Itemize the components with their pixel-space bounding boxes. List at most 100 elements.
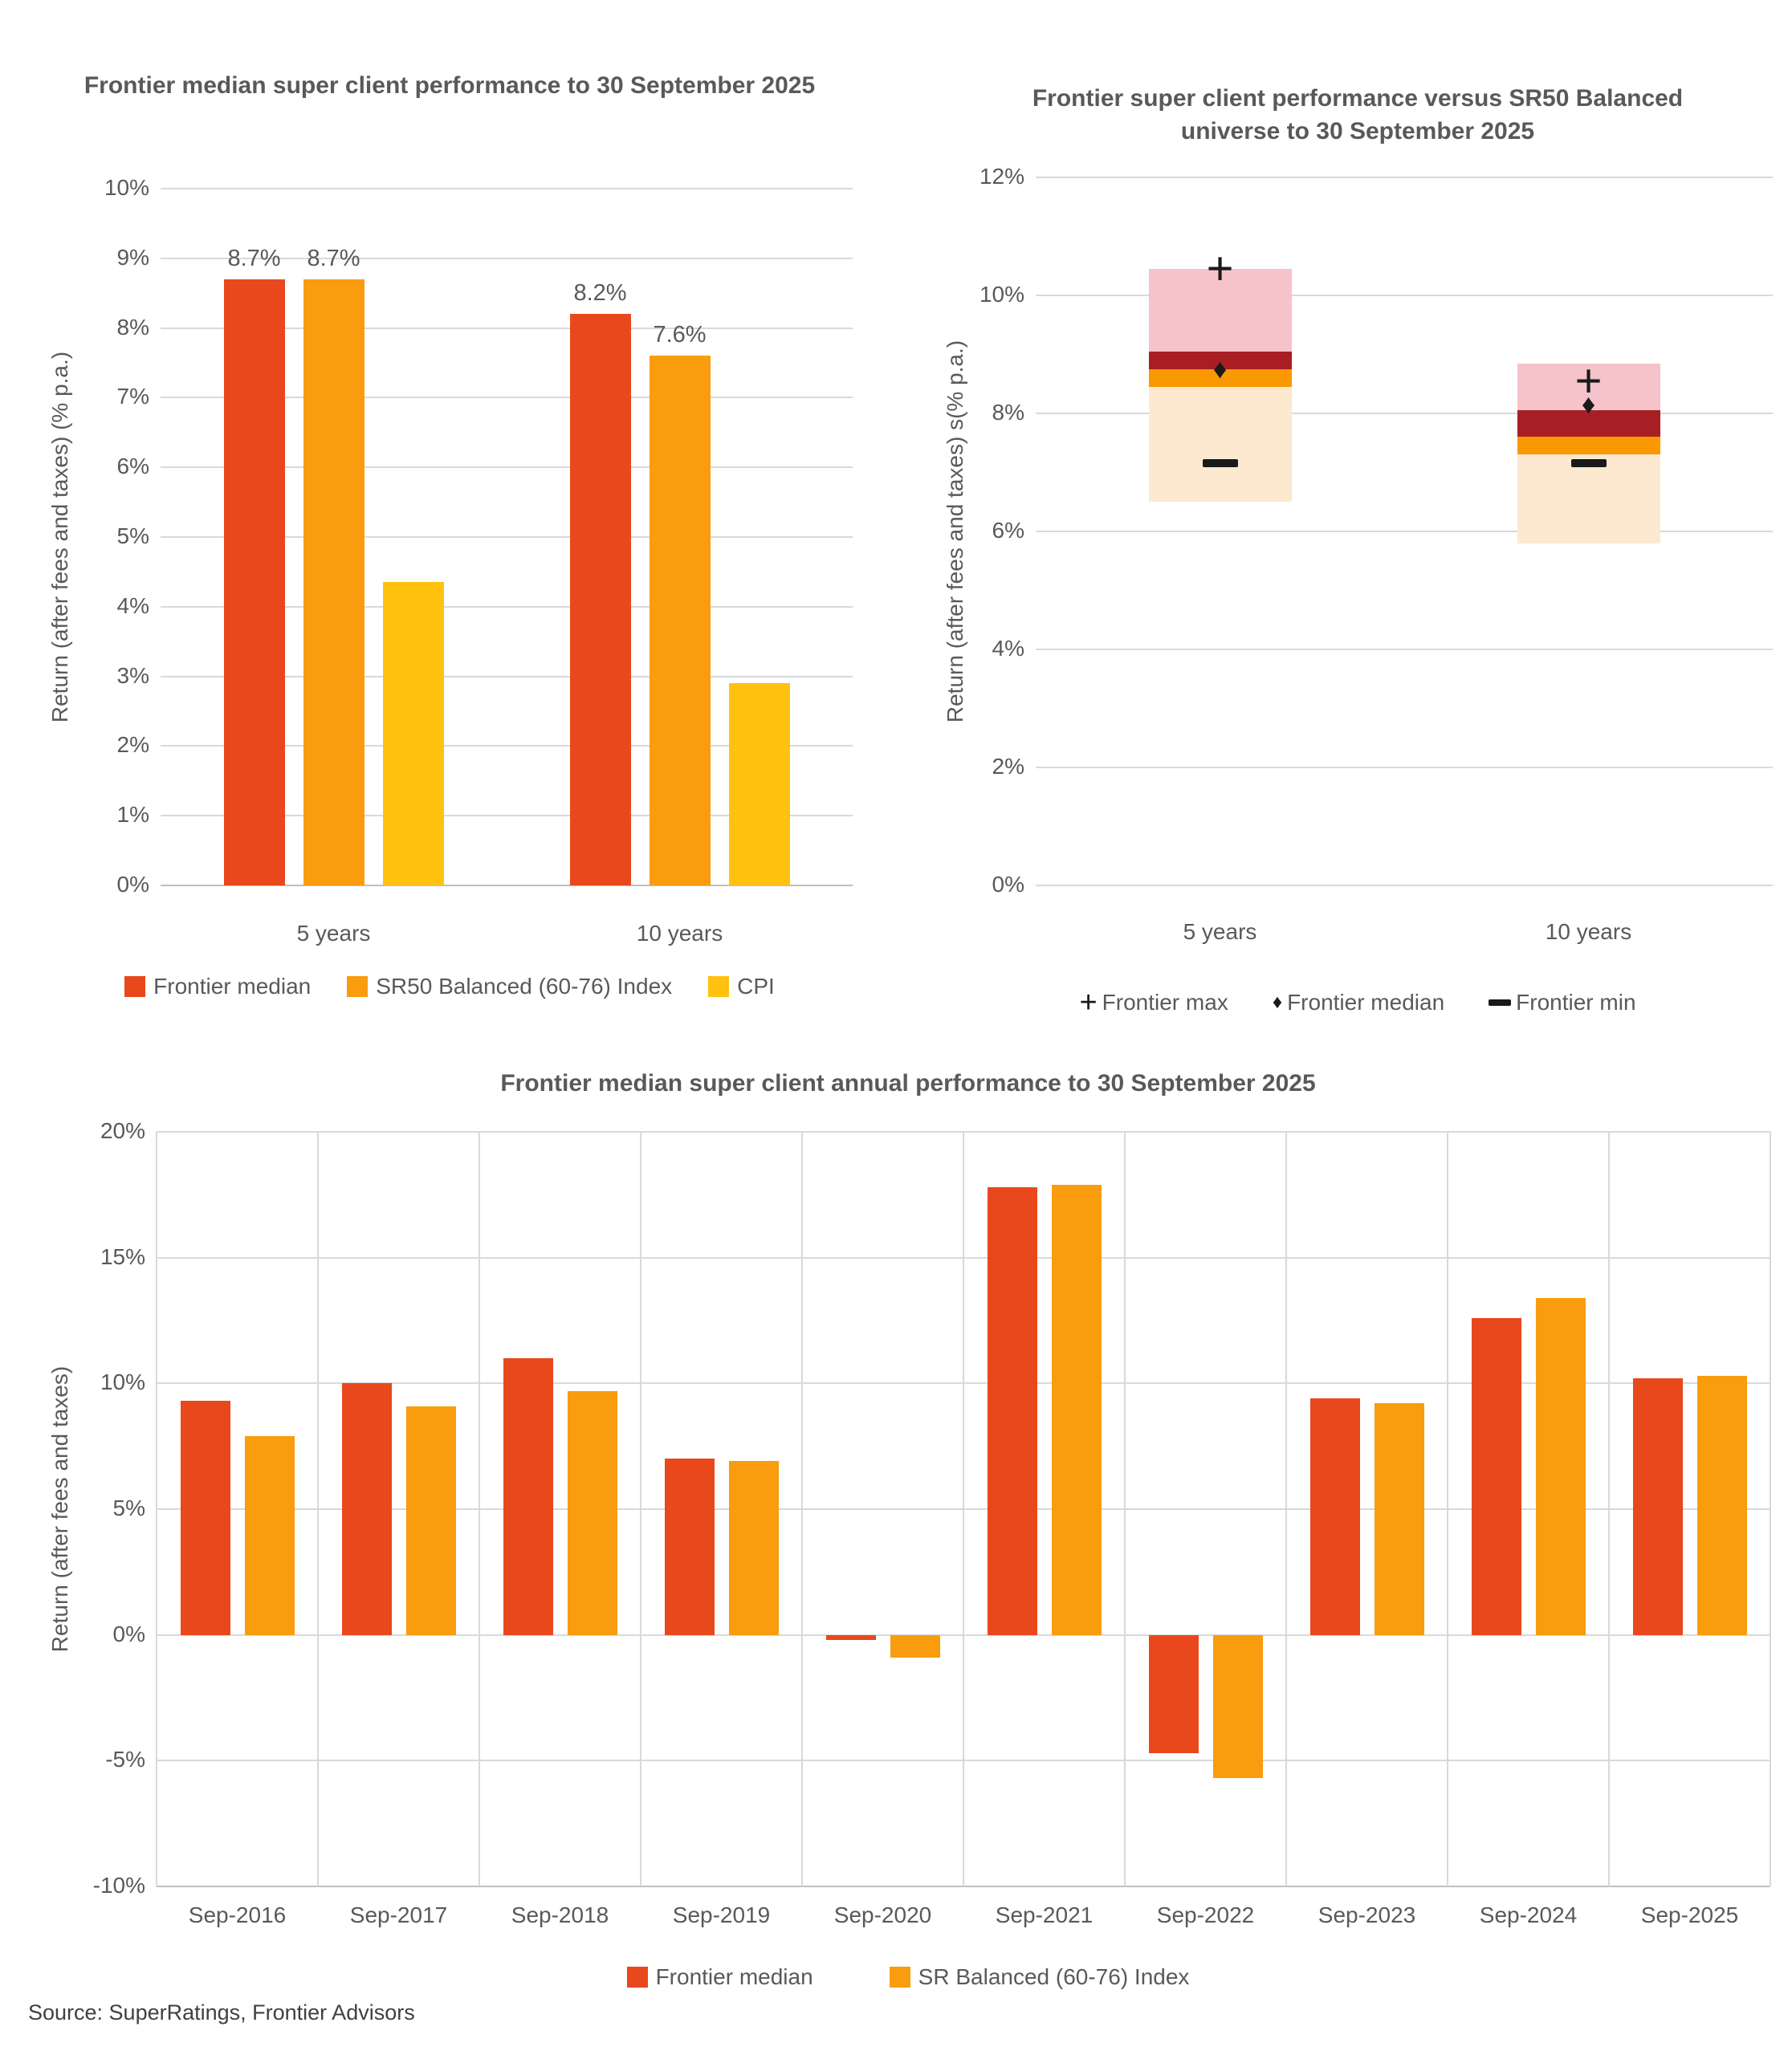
y-tick-label: 6%	[116, 454, 149, 479]
gridline	[1036, 295, 1773, 296]
bar-data-label: 7.6%	[653, 322, 707, 348]
y-tick-label: 10%	[100, 1369, 145, 1395]
category-label: Sep-2019	[672, 1902, 771, 1927]
category-label: Sep-2016	[188, 1902, 287, 1927]
gridline	[161, 536, 853, 538]
frontier-max-marker: +	[1575, 357, 1603, 405]
frontier-min-marker	[1202, 459, 1238, 468]
gridline	[161, 885, 853, 886]
bar-sr-balanced-60-76-index	[405, 1406, 456, 1635]
gridline	[1036, 177, 1773, 178]
y-tick-label: 9%	[116, 244, 149, 270]
vertical-gridline	[317, 1132, 319, 1886]
bar-sr-balanced-60-76-index	[1374, 1403, 1424, 1635]
y-tick-label: 5%	[112, 1495, 145, 1520]
vertical-gridline	[801, 1132, 803, 1886]
bar-frontier-median	[825, 1634, 876, 1640]
bar-sr-balanced-60-76-index	[567, 1390, 617, 1635]
vertical-gridline	[156, 1132, 157, 1886]
y-tick-label: 0%	[112, 1621, 145, 1646]
vertical-gridline	[1124, 1132, 1126, 1886]
bar-sr-balanced-60-76-index	[890, 1634, 940, 1658]
y-tick-label: 8%	[992, 400, 1024, 425]
bar-frontier-median	[341, 1383, 392, 1635]
gridline	[161, 815, 853, 817]
frontier-median-legend-swatch	[124, 976, 146, 997]
universe-median-band	[1517, 437, 1660, 455]
y-tick-label: 0%	[992, 872, 1024, 897]
category-label: 10 years	[636, 921, 723, 946]
y-tick-label: 4%	[116, 592, 149, 618]
vertical-gridline	[1770, 1132, 1771, 1886]
bar-cpi	[728, 683, 790, 885]
chart-title: Frontier super client performance versus…	[1032, 85, 1684, 144]
chart-annual-performance: Frontier median super client annual perf…	[24, 1040, 1792, 2015]
y-tick-label: 3%	[116, 662, 149, 688]
y-tick-label: 10%	[104, 175, 149, 200]
vertical-gridline	[640, 1132, 641, 1886]
legend-item-frontier-median: ♦ Frontier median	[1273, 990, 1444, 1015]
universe-upper-band	[1517, 410, 1660, 437]
median-glyph-icon: ♦	[1212, 353, 1228, 385]
max-glyph-icon: +	[1206, 242, 1234, 295]
sr-balanced-60-76-index-legend-swatch	[889, 1967, 910, 1988]
legend-label: Frontier max	[1102, 990, 1228, 1015]
frontier-median-marker: ♦	[1213, 356, 1227, 383]
plus-marker-icon: +	[1079, 986, 1098, 1019]
category-label: Sep-2023	[1318, 1902, 1416, 1927]
category-label: 5 years	[1183, 919, 1257, 944]
plot-area: 8.7% 8.7% 8.2% 7.6%	[161, 188, 853, 886]
category-label: Sep-2020	[833, 1902, 932, 1927]
vertical-gridline	[963, 1132, 964, 1886]
cpi-legend-swatch	[708, 976, 730, 997]
bar-frontier-median	[1148, 1634, 1199, 1753]
bar-frontier-median	[223, 279, 285, 885]
bar-sr-balanced-60-76-index	[1212, 1634, 1263, 1779]
category-label: Sep-2017	[349, 1902, 448, 1927]
universe-lower-quartile-band	[1148, 386, 1292, 503]
legend-item-cpi: CPI	[708, 974, 775, 999]
plot-area	[156, 1131, 1771, 1887]
legend-label: SR50 Balanced (60-76) Index	[376, 974, 673, 999]
bar-cpi	[382, 582, 444, 885]
legend: Frontier median SR50 Balanced (60-76) Ind…	[24, 974, 875, 999]
gridline	[1036, 767, 1773, 768]
bar-frontier-median	[180, 1401, 230, 1635]
y-tick-label: 8%	[116, 314, 149, 340]
gridline	[1036, 649, 1773, 650]
category-label: Sep-2018	[511, 1902, 609, 1927]
universe-upper-band	[1148, 351, 1292, 369]
frontier-median-legend-swatch	[626, 1967, 648, 1988]
chart-median-performance: Frontier median super client performance…	[24, 44, 875, 1048]
bar-sr-balanced-60-76-index	[1051, 1184, 1102, 1635]
legend-item-frontier-median: Frontier median	[626, 1964, 813, 1990]
category-label: Sep-2024	[1479, 1902, 1578, 1927]
legend-item-frontier-min: Frontier min	[1489, 990, 1636, 1015]
gridline	[161, 675, 853, 678]
legend-item-frontier-median: Frontier median	[124, 974, 311, 999]
bar-frontier-median	[987, 1186, 1037, 1635]
y-tick-label: 10%	[979, 282, 1024, 307]
bar-sr-balanced-60-76-index	[728, 1461, 779, 1635]
y-tick-label: 2%	[992, 754, 1024, 779]
legend-label: Frontier median	[655, 1964, 813, 1989]
vertical-gridline	[1608, 1132, 1610, 1886]
y-tick-label: 7%	[116, 384, 149, 409]
dash-marker-icon	[1489, 999, 1512, 1006]
median-glyph-icon: ♦	[1581, 389, 1596, 420]
bar-frontier-median	[1309, 1398, 1360, 1635]
legend: Frontier median SR Balanced (60-76) Index	[24, 1964, 1792, 1990]
bar-frontier-median	[1471, 1317, 1521, 1635]
legend-label: Frontier min	[1516, 990, 1636, 1015]
gridline	[161, 745, 853, 747]
universe-lower-quartile-band	[1517, 454, 1660, 543]
gridline	[1036, 531, 1773, 532]
category-label: Sep-2022	[1156, 1902, 1255, 1927]
y-tick-label: 1%	[116, 802, 149, 828]
bar-sr50-balanced-60-76-index	[303, 279, 365, 885]
legend-item-frontier-max: + Frontier max	[1079, 987, 1228, 1018]
universe-top-quartile-band	[1148, 268, 1292, 352]
gridline	[161, 257, 853, 259]
frontier-min-marker	[1570, 459, 1607, 468]
